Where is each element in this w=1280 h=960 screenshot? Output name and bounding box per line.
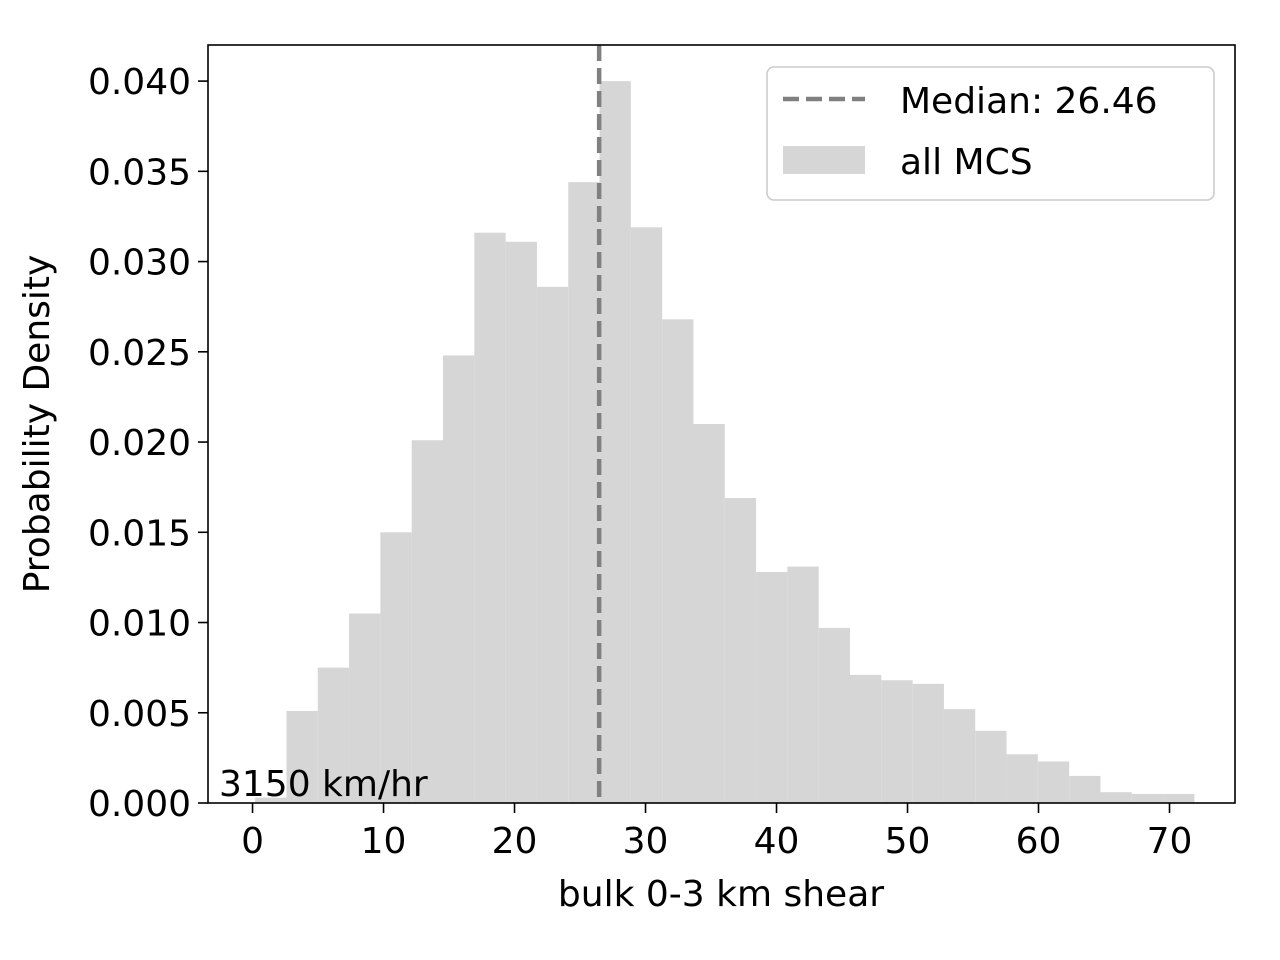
histogram-bar [693,424,725,803]
histogram-bar [850,674,882,803]
legend-median-label: Median: 26.46 [900,81,1158,122]
x-tick-label: 40 [754,821,800,862]
x-tick-label: 10 [361,821,407,862]
histogram-bar [1100,792,1132,803]
histogram-bar [975,730,1007,803]
histogram-bar [1006,754,1038,803]
histogram-bar [411,440,444,803]
histogram-bar [599,81,631,804]
y-tick-label: 0.000 [88,784,191,825]
x-axis-label: bulk 0-3 km shear [558,874,884,915]
sample-annotation: 3150 km/hr [219,764,428,805]
histogram-bar [536,286,569,803]
histogram-bar [1163,793,1195,803]
y-tick-label: 0.040 [88,62,191,103]
legend-hist-label: all MCS [900,142,1033,183]
histogram-bar [724,497,757,803]
histogram-bar [912,683,944,803]
histogram-bar [255,797,287,803]
histogram-bar [787,566,819,803]
legend: Median: 26.46 all MCS [766,66,1215,201]
y-axis-ticks: 0.000 0.005 0.010 0.015 0.020 0.025 0.030 0.035… [88,62,208,825]
y-axis-label: Probability Density [17,255,58,594]
y-tick-label: 0.020 [88,423,191,464]
x-tick-label: 60 [1016,821,1062,862]
histogram-bar [662,319,694,803]
histogram-bar [349,613,381,803]
histogram-bar [818,627,851,803]
histogram-bars [255,81,1195,804]
y-tick-label: 0.015 [88,513,191,554]
y-tick-label: 0.030 [88,243,191,284]
x-tick-label: 0 [241,821,264,862]
histogram-bar [630,227,663,803]
x-tick-label: 70 [1147,821,1193,862]
histogram-bar [317,667,350,803]
histogram-bar [756,571,788,803]
y-tick-label: 0.005 [88,694,191,735]
histogram-bar [943,709,976,803]
y-tick-label: 0.025 [88,333,191,374]
histogram-bar [474,232,506,803]
histogram-bar [568,182,600,803]
y-tick-label: 0.035 [88,152,191,193]
histogram-bar [505,241,537,803]
y-tick-label: 0.010 [88,604,191,645]
x-tick-label: 20 [492,821,538,862]
histogram-bar [1131,793,1164,803]
x-axis-ticks: 0 10 20 30 40 50 60 70 [241,803,1192,862]
histogram-bar [286,710,318,803]
x-tick-label: 50 [885,821,931,862]
histogram-bar [881,680,913,803]
legend-box [766,66,1215,201]
x-tick-label: 30 [623,821,669,862]
histogram-bar [1037,761,1070,803]
legend-hist-swatch [783,146,865,174]
plot-frame [207,44,1236,804]
histogram-bar [380,532,412,803]
histogram-bar [443,355,475,803]
histogram-bar [1069,775,1101,803]
